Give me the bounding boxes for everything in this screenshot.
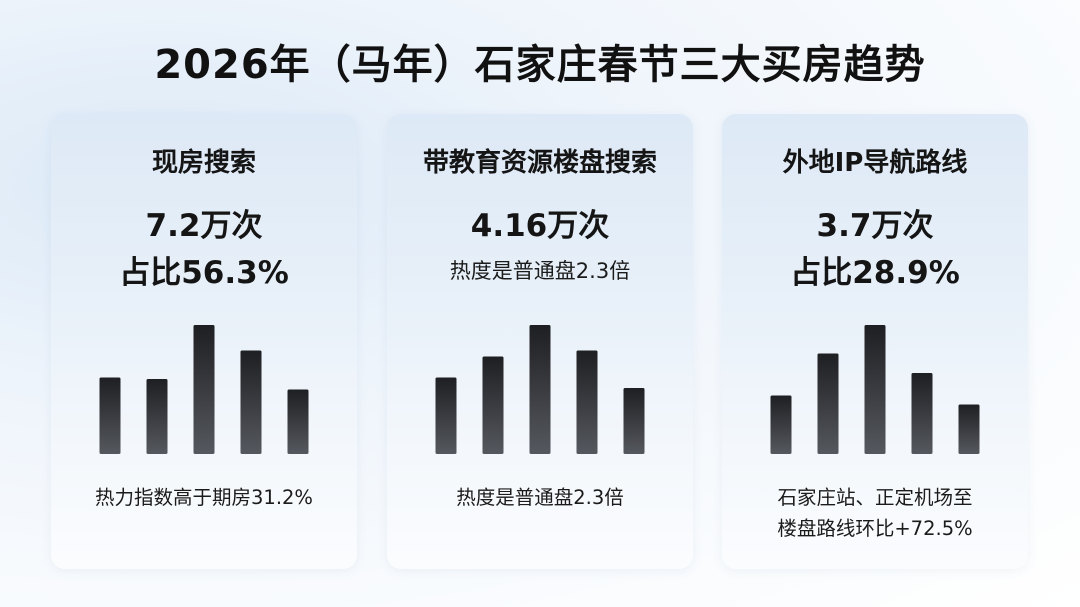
bar-3 [529,325,551,454]
card-heading: 带教育资源楼盘搜索 [422,148,657,178]
bar-4 [576,350,598,454]
bar-5 [623,388,645,454]
card-value: 4.16万次 [470,208,610,244]
bar-4 [911,373,933,454]
card-heading: 外地IP导航路线 [782,148,968,178]
footer-line: 楼盘路线环比+72.5% [777,517,973,540]
bar-3 [193,325,215,454]
trend-card-3: 外地IP导航路线 3.7万次 占比28.9% 石家庄站、正定机场至 楼盘路线环比… [722,114,1028,569]
card-heading: 现房搜索 [151,148,256,178]
page-title: 2026年（马年）石家庄春节三大买房趋势 [154,42,926,88]
bar-2 [146,379,168,454]
card-multiplier: 热度是普通盘2.3倍 [449,259,631,283]
bar-1 [99,377,121,454]
bar-2 [817,353,839,454]
footer-line: 热度是普通盘2.3倍 [456,486,624,509]
card-share: 占比28.9% [790,255,960,291]
trend-card-2: 带教育资源楼盘搜索 4.16万次 热度是普通盘2.3倍 热度是普通盘2.3倍 [387,114,693,569]
bar-5 [958,404,980,454]
bar-chart-1 [99,325,309,454]
bar-3 [864,325,886,454]
bar-1 [770,395,792,454]
trend-card-1: 现房搜索 7.2万次 占比56.3% 热力指数高于期房31.2% [51,114,357,569]
card-footer: 热度是普通盘2.3倍 [387,482,693,513]
bar-4 [240,350,262,454]
card-footer: 热力指数高于期房31.2% [51,482,357,513]
bar-2 [482,356,504,454]
bar-5 [287,389,309,454]
card-footer: 石家庄站、正定机场至 楼盘路线环比+72.5% [722,482,1028,544]
footer-line: 石家庄站、正定机场至 [777,486,973,509]
bar-chart-3 [770,325,980,454]
bar-1 [435,377,457,454]
card-value: 7.2万次 [145,208,263,244]
bar-chart-2 [435,325,645,454]
footer-line: 热力指数高于期房31.2% [95,486,313,509]
card-share: 占比56.3% [119,255,289,291]
card-value: 3.7万次 [816,208,934,244]
